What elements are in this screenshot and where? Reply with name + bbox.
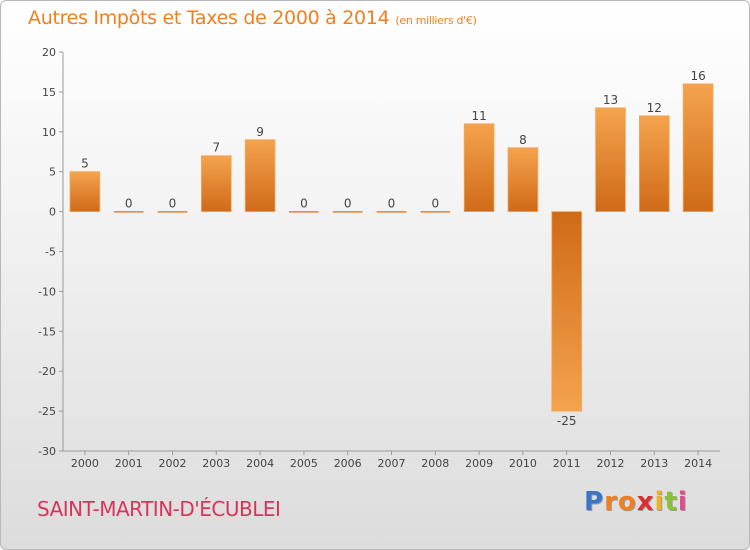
x-tick-label: 2000 xyxy=(71,457,99,470)
chart-subtitle: (en milliers d'€) xyxy=(395,14,477,27)
bar xyxy=(113,211,144,213)
x-tick-label: 2009 xyxy=(465,457,493,470)
x-tick-label: 2005 xyxy=(290,457,318,470)
logo-letter: r xyxy=(604,487,618,517)
bar-value-label: 8 xyxy=(519,133,527,147)
bar-value-label: 0 xyxy=(125,197,133,211)
bar xyxy=(201,155,232,213)
bar-value-label: 11 xyxy=(471,109,486,123)
chart-title: Autres Impôts et Taxes de 2000 à 2014 (en… xyxy=(28,7,477,29)
bar-value-label: 0 xyxy=(169,197,177,211)
bar xyxy=(551,211,582,412)
y-tick-label: -25 xyxy=(38,405,56,418)
bars xyxy=(69,83,714,412)
y-tick-label: -5 xyxy=(45,246,56,259)
bar xyxy=(507,147,539,212)
bar xyxy=(463,123,495,212)
y-tick-label: 10 xyxy=(42,126,56,139)
bar xyxy=(376,211,407,213)
x-tick-label: 2013 xyxy=(640,457,668,470)
y-tick-label: -15 xyxy=(38,325,56,338)
bar xyxy=(595,107,626,212)
town-name: SAINT-MARTIN-D'ÉCUBLEI xyxy=(37,497,281,521)
axes: 20 15 10 5 0 -5 -10 -15 -20 -25 -30 2000 2001 2002 200… xyxy=(38,46,720,470)
y-tick-label: 5 xyxy=(49,166,56,179)
y-tick-label: 20 xyxy=(42,46,56,59)
x-tick-label: 2010 xyxy=(509,457,537,470)
x-tick-label: 2002 xyxy=(159,457,187,470)
bar-value-label: 0 xyxy=(344,197,352,211)
x-tick-label: 2014 xyxy=(684,457,712,470)
bar xyxy=(157,211,188,213)
bar-value-label: 0 xyxy=(388,197,396,211)
x-tick-label: 2004 xyxy=(246,457,274,470)
bar xyxy=(420,211,451,213)
data-labels: 5 0 0 7 9 0 0 0 0 11 8 -25 13 12 16 xyxy=(81,69,706,428)
x-tick-label: 2003 xyxy=(202,457,230,470)
chart-title-text: Autres Impôts et Taxes de 2000 à 2014 xyxy=(28,7,390,29)
bar-value-label: 9 xyxy=(256,125,264,139)
y-tick-label: 0 xyxy=(49,206,56,219)
logo-letter: t xyxy=(664,487,678,517)
bar xyxy=(289,211,319,213)
logo-letter: P xyxy=(584,487,605,517)
bar-value-label: 0 xyxy=(300,197,308,211)
logo-letter: i xyxy=(677,487,688,517)
bar-value-label: 5 xyxy=(81,157,89,171)
y-tick-label: -20 xyxy=(38,365,56,378)
bar-value-label: -25 xyxy=(557,414,577,428)
bar xyxy=(682,83,714,212)
bar xyxy=(69,171,101,212)
y-tick-label: -10 xyxy=(38,285,56,298)
bar-value-label: 16 xyxy=(690,69,705,83)
bar-value-label: 12 xyxy=(647,101,662,115)
bar-value-label: 7 xyxy=(212,141,220,155)
x-tick-label: 2011 xyxy=(553,457,581,470)
x-tick-label: 2001 xyxy=(115,457,143,470)
x-tick-label: 2012 xyxy=(597,457,625,470)
bar xyxy=(332,211,363,213)
proxiti-logo: Proxiti xyxy=(584,487,688,517)
logo-letter: i xyxy=(654,487,665,517)
bar xyxy=(244,139,276,212)
bar xyxy=(639,115,670,212)
logo-letter: x xyxy=(636,487,655,517)
x-tick-label: 2007 xyxy=(378,457,406,470)
y-tick-label: -30 xyxy=(38,445,56,458)
bar-value-label: 13 xyxy=(603,93,618,107)
logo-letter: o xyxy=(617,487,637,517)
bar-value-label: 0 xyxy=(431,197,439,211)
x-tick-label: 2006 xyxy=(334,457,362,470)
x-tick-label: 2008 xyxy=(421,457,449,470)
y-tick-label: 15 xyxy=(42,86,56,99)
